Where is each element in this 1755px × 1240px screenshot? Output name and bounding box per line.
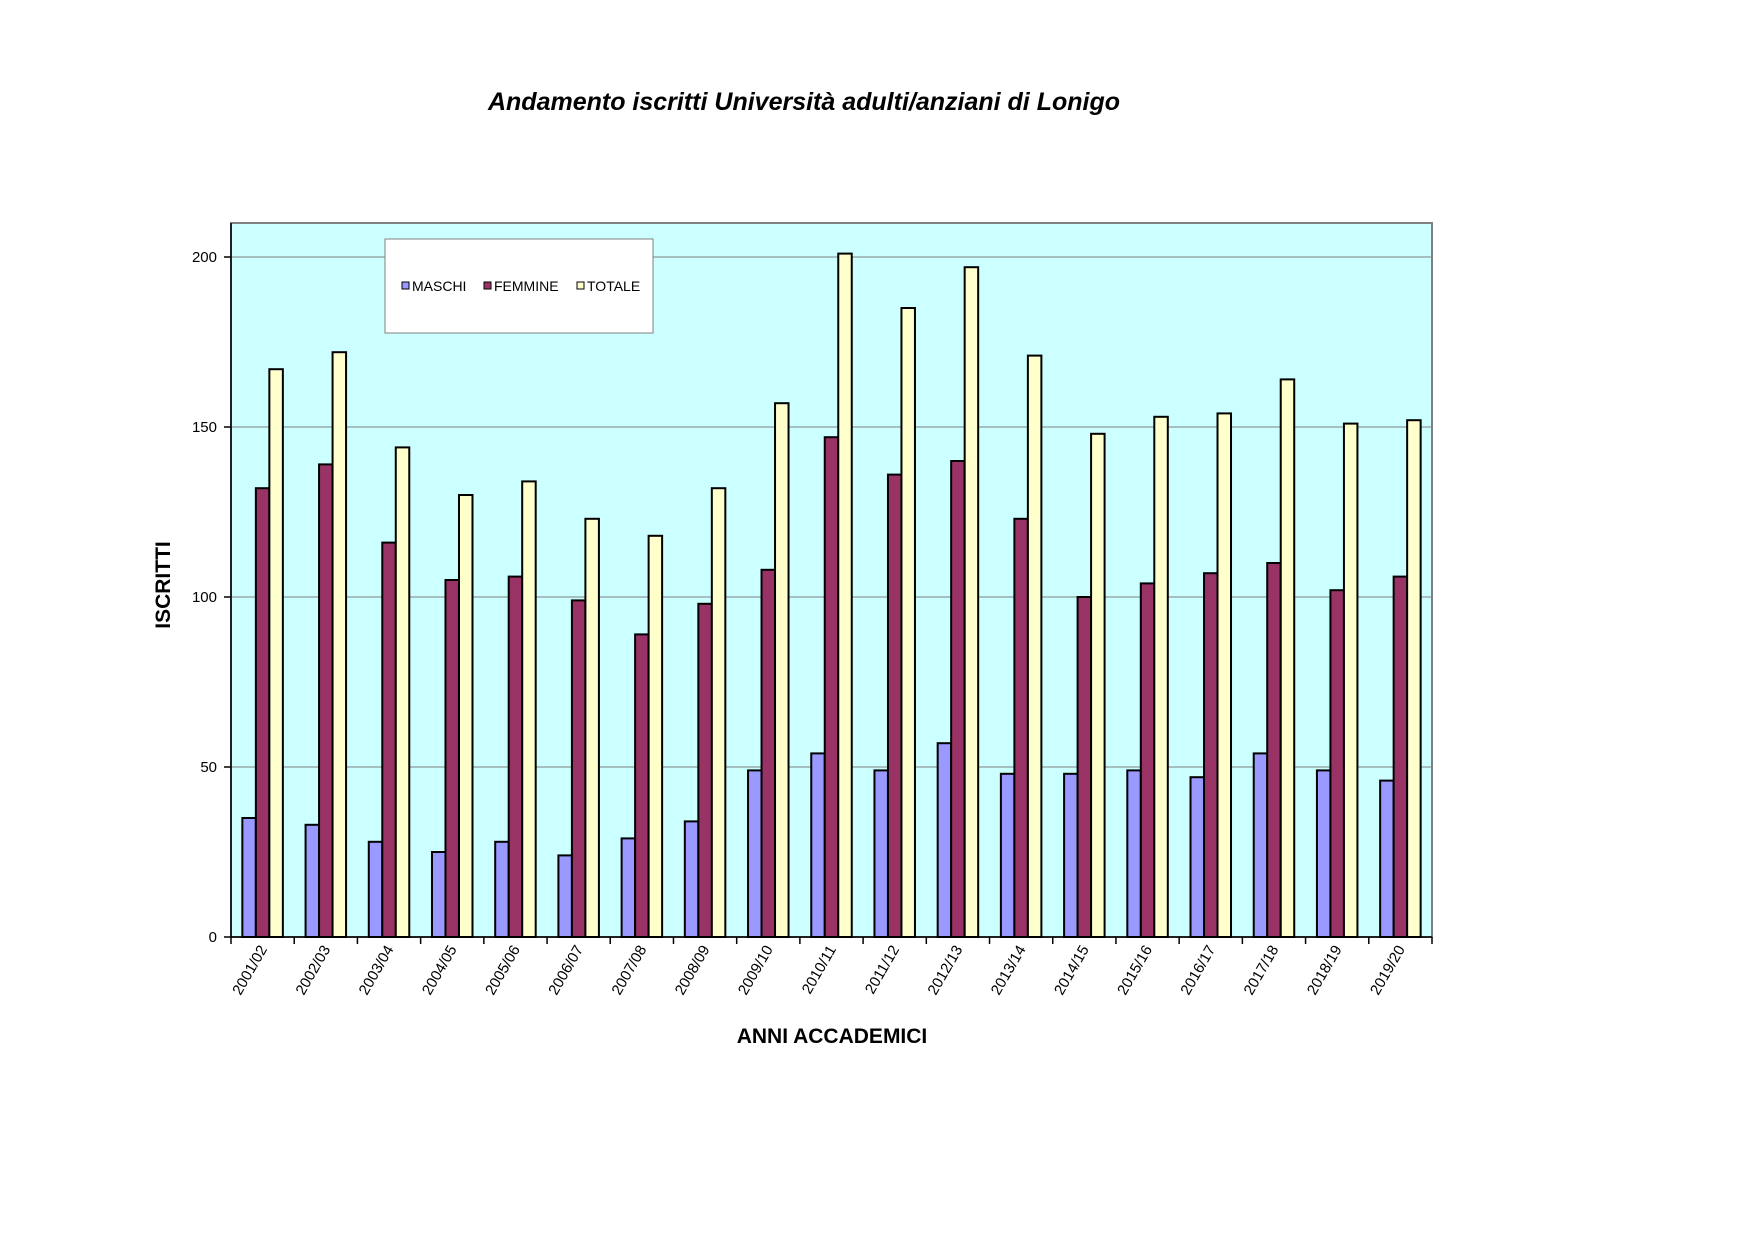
bars [241, 252, 1422, 939]
legend-label: MASCHI [412, 278, 466, 294]
x-tick-label: 2002/03 [292, 943, 334, 998]
x-tick-label: 2012/13 [925, 943, 967, 998]
bar-femmine [1329, 589, 1345, 938]
x-tick-label: 2018/19 [1304, 943, 1346, 998]
bar-totale [1342, 422, 1359, 939]
bar-totale [521, 480, 537, 938]
y-axis-title: ISCRITTI [152, 541, 175, 629]
x-tick-label: 2006/07 [545, 943, 587, 998]
bar-femmine [634, 633, 650, 939]
bar-maschi [494, 840, 510, 938]
legend-items: MASCHI FEMMINE TOTALE [401, 278, 640, 294]
bar-maschi [304, 823, 321, 938]
y-tick-label: 200 [192, 249, 217, 266]
bar-totale [837, 252, 853, 939]
bar-maschi [1126, 769, 1142, 939]
bar-maschi [620, 837, 637, 939]
legend-label: TOTALE [587, 278, 640, 294]
bar-maschi [1189, 776, 1206, 939]
bar-maschi [747, 769, 763, 939]
bar-totale [710, 487, 727, 938]
x-tick-label: 2009/10 [735, 943, 777, 998]
bar-femmine [950, 460, 966, 938]
x-tick-label: 2014/15 [1051, 943, 1093, 998]
bar-totale [331, 351, 348, 938]
x-tick-label: 2013/14 [988, 943, 1030, 998]
x-tick-label: 2010/11 [799, 943, 840, 997]
y-ticks: 0 50 100 150 200 [192, 249, 231, 946]
x-tick-label: 2003/04 [356, 943, 398, 998]
x-tick-label: 2011/12 [862, 943, 903, 997]
bar-maschi [1315, 769, 1332, 939]
legend: MASCHI FEMMINE TOTALE [384, 238, 654, 334]
y-tick-label: 50 [200, 759, 217, 776]
bar-maschi [936, 742, 953, 939]
x-tick-label: 2019/20 [1367, 943, 1409, 998]
bar-totale [394, 446, 411, 938]
bar-maschi [873, 769, 889, 939]
chart-title: Andamento iscritti Università adulti/anz… [487, 88, 1120, 116]
x-axis-title: ANNI ACCADEMICI [737, 1025, 928, 1048]
bar-femmine [760, 568, 777, 938]
bar-femmine [507, 575, 524, 938]
bar-maschi [683, 820, 700, 939]
bar-maschi [1252, 752, 1269, 939]
bar-femmine [381, 541, 397, 938]
bar-femmine [886, 473, 903, 938]
x-ticks: 2001/02 2002/03 2003/04 2004/05 2005/06 2006/… [229, 937, 1433, 998]
bar-totale [1090, 432, 1106, 938]
x-tick-label: 2004/05 [419, 943, 461, 998]
bar-maschi [430, 851, 447, 938]
bar-maschi [1379, 779, 1395, 938]
legend-box [384, 238, 654, 334]
y-tick-label: 150 [192, 419, 217, 436]
legend-swatch [401, 281, 410, 290]
bar-totale [1026, 354, 1043, 939]
bar-femmine [1203, 572, 1219, 938]
bar-femmine [444, 579, 460, 938]
bar-totale [647, 534, 664, 938]
bar-totale [1153, 415, 1169, 938]
bar-totale [584, 517, 600, 938]
bar-femmine [254, 487, 271, 938]
y-tick-label: 100 [192, 589, 217, 606]
x-tick-label: 2005/06 [482, 943, 524, 998]
bar-femmine [1392, 575, 1409, 938]
x-tick-label: 2001/02 [229, 943, 271, 998]
bar-femmine [823, 436, 840, 938]
x-tick-label: 2016/17 [1177, 943, 1219, 998]
bar-femmine [1013, 517, 1029, 938]
x-tick-label: 2017/18 [1241, 943, 1283, 998]
bar-totale [1279, 378, 1296, 938]
y-tick-label: 0 [209, 929, 217, 946]
bar-maschi [810, 752, 826, 939]
bar-femmine [1076, 596, 1093, 938]
bar-maschi [1063, 772, 1079, 938]
bar-totale [1216, 412, 1233, 938]
bar-maschi [557, 854, 573, 939]
bar-femmine [318, 463, 334, 938]
bar-maschi [367, 840, 384, 938]
bar-maschi [241, 817, 257, 938]
legend-label: FEMMINE [494, 278, 559, 294]
bar-maschi [999, 772, 1016, 938]
bar-totale [963, 266, 980, 938]
bar-femmine [1139, 582, 1156, 939]
bar-totale [1406, 419, 1422, 938]
bar-totale [457, 494, 474, 938]
bar-femmine [570, 599, 587, 939]
legend-swatch [576, 281, 585, 290]
bar-totale [774, 402, 790, 938]
bar-femmine [697, 602, 713, 938]
x-tick-label: 2008/09 [672, 943, 714, 998]
bar-totale [268, 368, 284, 938]
bar-totale [900, 307, 916, 938]
x-tick-label: 2015/16 [1114, 943, 1156, 998]
legend-swatch [483, 281, 492, 290]
bar-femmine [1266, 562, 1282, 938]
x-tick-label: 2007/08 [608, 943, 650, 998]
